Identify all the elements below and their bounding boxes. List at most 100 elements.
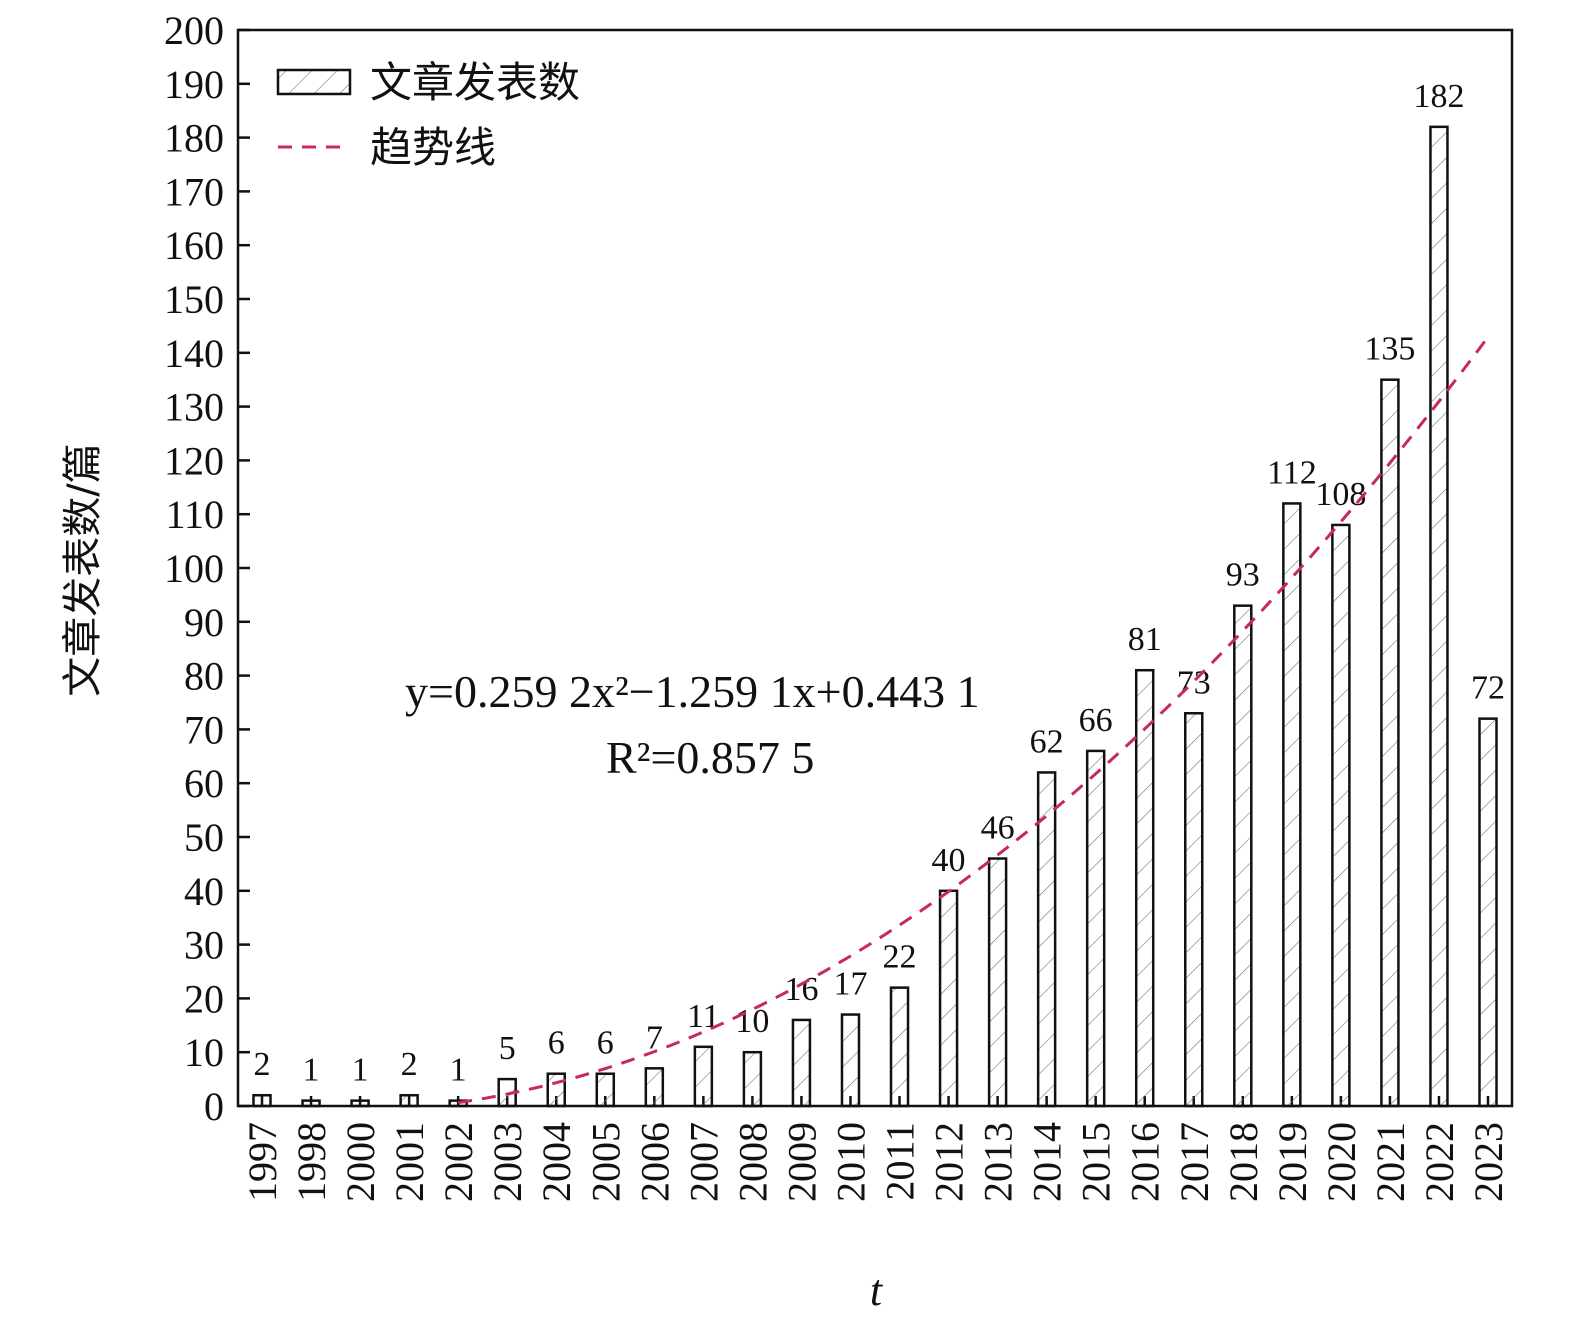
y-tick-label: 150: [164, 277, 224, 322]
x-tick-label: 2012: [927, 1122, 972, 1202]
x-tick-label: 2013: [976, 1122, 1021, 1202]
y-tick-label: 130: [164, 385, 224, 430]
bar: [252, 1093, 272, 1108]
x-tick-label: 2008: [730, 1122, 775, 1202]
bar-data-label: 7: [646, 1019, 663, 1056]
y-tick-label: 180: [164, 116, 224, 161]
bar: [693, 1045, 714, 1108]
bar-data-label: 62: [1030, 723, 1064, 760]
y-tick-label: 30: [184, 923, 224, 968]
trendline: [457, 336, 1490, 1105]
bar-data-label: 1: [450, 1052, 467, 1089]
x-tick-label: 2002: [436, 1122, 481, 1202]
bar: [742, 1050, 763, 1108]
y-tick-label: 110: [165, 492, 224, 537]
x-tick-label: 2001: [387, 1122, 432, 1202]
x-tick-label: 2003: [485, 1122, 530, 1202]
bar: [1380, 378, 1400, 1108]
bar: [1331, 523, 1351, 1108]
bar-data-label: 81: [1128, 621, 1162, 658]
bar-data-label: 72: [1471, 670, 1505, 707]
bar-data-label: 108: [1315, 476, 1366, 513]
y-axis-label: 文章发表数/篇: [60, 443, 106, 696]
trendline-r-squared: R²=0.857 5: [606, 732, 814, 783]
bar: [791, 1018, 812, 1108]
bar: [644, 1067, 665, 1108]
bar: [1134, 668, 1155, 1108]
bar: [1085, 749, 1106, 1108]
legend: 文章发表数 趋势线: [276, 58, 580, 172]
bar: [595, 1072, 616, 1108]
y-axis: 0 10 20 30 40 50 60 70 80 90 100 110 120 130 140 150 160…: [164, 8, 250, 1129]
bar-data-label: 10: [735, 1003, 769, 1040]
bar-data-label: 40: [932, 842, 966, 879]
y-tick-label: 140: [164, 331, 224, 376]
bar-data-label: 135: [1364, 331, 1415, 368]
bar: [399, 1093, 419, 1108]
bar-data-label: 46: [981, 810, 1015, 847]
bar: [546, 1072, 566, 1108]
x-tick-label: 2004: [534, 1122, 579, 1202]
y-tick-label: 0: [204, 1084, 224, 1129]
x-tick-label: 2017: [1172, 1122, 1217, 1202]
x-tick-label: 2006: [632, 1122, 677, 1202]
y-tick-label: 120: [164, 438, 224, 483]
bar-data-label: 1: [303, 1052, 320, 1089]
y-tick-label: 90: [184, 600, 224, 645]
bar-data-label: 6: [597, 1025, 614, 1062]
bar-data-label: 22: [883, 939, 917, 976]
legend-bar-label: 文章发表数: [370, 58, 580, 107]
trendline-equation: y=0.259 2x²−1.259 1x+0.443 1: [405, 666, 980, 717]
y-tick-label: 70: [184, 707, 224, 752]
bar-data-label: 17: [833, 966, 867, 1003]
x-tick-label: 2010: [828, 1122, 873, 1202]
legend-bar-swatch: [276, 68, 352, 96]
bar: [938, 889, 959, 1108]
y-tick-label: 60: [184, 761, 224, 806]
y-tick-label: 160: [164, 223, 224, 268]
bar: [1478, 717, 1498, 1108]
x-tick-label: 2018: [1221, 1122, 1266, 1202]
x-tick-label: 2020: [1319, 1122, 1364, 1202]
x-tick-label: 2015: [1074, 1122, 1119, 1202]
y-tick-label: 20: [184, 976, 224, 1021]
bar-series: [252, 125, 1498, 1108]
bar: [1184, 712, 1204, 1108]
bar-data-label: 16: [784, 971, 818, 1008]
y-tick-label: 200: [164, 8, 224, 53]
plot-frame: [236, 28, 1514, 1108]
bar-data-label: 1: [352, 1052, 369, 1089]
x-tick-label: 2022: [1417, 1122, 1462, 1202]
bar-data-label: 2: [254, 1046, 271, 1083]
bar-data-label: 66: [1079, 702, 1113, 739]
y-tick-label: 50: [184, 815, 224, 860]
bar-data-label: 11: [687, 998, 720, 1035]
y-tick-label: 100: [164, 546, 224, 591]
y-tick-label: 10: [184, 1030, 224, 1075]
bar-data-label: 73: [1177, 664, 1211, 701]
bar: [840, 1013, 861, 1108]
bar-data-label: 182: [1413, 78, 1464, 115]
bar: [889, 986, 910, 1108]
bar-data-label: 6: [548, 1025, 565, 1062]
y-tick-label: 40: [184, 869, 224, 914]
bar-data-label: 2: [401, 1046, 418, 1083]
bar: [1429, 125, 1449, 1108]
x-tick-label: 2011: [878, 1122, 923, 1201]
bar: [1233, 604, 1253, 1108]
x-tick-label: 2023: [1466, 1122, 1511, 1202]
x-axis-label: t: [870, 1266, 884, 1315]
x-tick-label: 1997: [240, 1122, 285, 1202]
x-tick-label: 2016: [1123, 1122, 1168, 1202]
bar-data-label: 5: [499, 1030, 516, 1067]
bar: [1282, 502, 1302, 1108]
x-tick-label: 2007: [681, 1122, 726, 1202]
x-tick-label: 2009: [779, 1122, 824, 1202]
x-tick-label: 2014: [1025, 1122, 1070, 1202]
y-tick-label: 170: [164, 169, 224, 214]
y-tick-label: 80: [184, 654, 224, 699]
x-tick-label: 2005: [583, 1122, 628, 1202]
x-tick-label: 2000: [338, 1122, 383, 1202]
